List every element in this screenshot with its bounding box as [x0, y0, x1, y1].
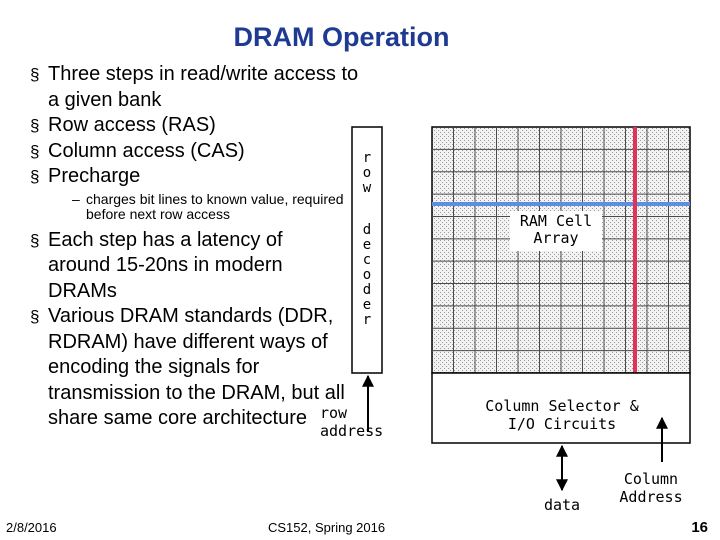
row-decoder-label-bottom: d e c o d e r [362, 222, 372, 328]
bullet-item: Three steps in read/write access to a gi… [30, 62, 370, 113]
column-address-label: Column Address [619, 470, 683, 506]
row-address-label: row address [320, 404, 384, 440]
ram-cell-array-label: RAM Cell Array [519, 212, 593, 247]
column-selector-label: Column Selector & I/O Circuits [485, 397, 639, 433]
row-decoder [351, 126, 383, 374]
bullet-item: Various DRAM standards (DDR, RDRAM) have… [30, 304, 358, 432]
bullet-item: Column access (CAS) [30, 139, 370, 165]
slide-title: DRAM Operation [233, 22, 450, 52]
sub-bullet-item: charges bit lines to known value, requir… [30, 191, 370, 222]
column-selector-box [431, 372, 691, 444]
row-decoder-label-top: r o w [362, 150, 372, 196]
ram-cell-label-bg [510, 211, 602, 251]
bullet-item: Each step has a latency of around 15-20n… [30, 228, 348, 305]
data-label: data [543, 496, 581, 514]
bullet-list: Three steps in read/write access to a gi… [30, 62, 370, 432]
footer-course: CS152, Spring 2016 [268, 520, 386, 535]
bullet-item: Precharge [30, 164, 370, 190]
footer-date: 2/8/2016 [6, 520, 57, 535]
page-number: 16 [691, 519, 708, 536]
bullet-item: Row access (RAS) [30, 113, 370, 139]
